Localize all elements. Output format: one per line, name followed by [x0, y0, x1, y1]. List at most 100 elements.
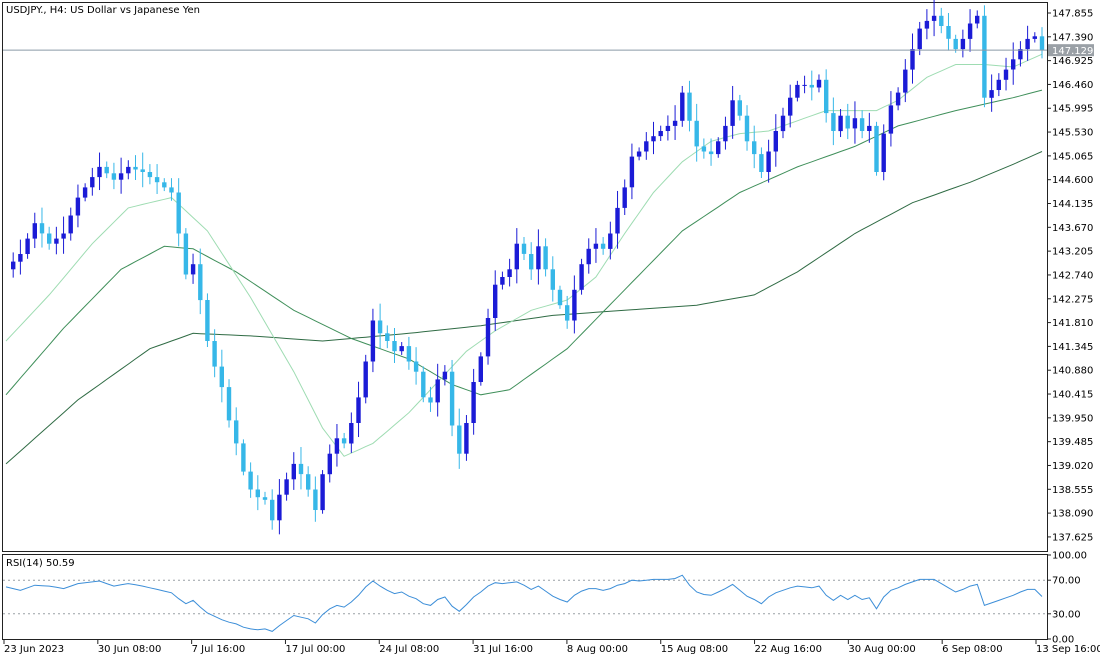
- chart-title: USDJPY., H4: US Dollar vs Japanese Yen: [6, 5, 200, 16]
- bull-candle-body: [363, 361, 368, 398]
- price-tick-label: 138.090: [1052, 509, 1093, 520]
- bull-candle-body: [82, 187, 88, 198]
- bear-candle-body: [845, 115, 850, 129]
- bear-candle-body: [133, 166, 138, 170]
- price-tick-label: 145.065: [1052, 151, 1093, 162]
- bull-candle-body: [723, 125, 728, 142]
- bear-candle-body: [262, 497, 268, 500]
- price-tick-label: 137.625: [1052, 532, 1093, 543]
- bull-candle-body: [917, 28, 922, 50]
- bull-candle-body: [989, 90, 994, 98]
- time-tick-label: 23 Jun 2023: [4, 644, 64, 655]
- bull-candle-body: [190, 264, 196, 275]
- current-price-badge: [1048, 44, 1094, 57]
- bull-candle-body: [975, 15, 980, 24]
- bull-candle-body: [485, 318, 491, 357]
- bear-candle-body: [565, 305, 570, 321]
- bear-candle-body: [234, 420, 239, 444]
- price-tick-label: 146.460: [1052, 80, 1093, 91]
- bear-candle-body: [104, 166, 109, 174]
- bear-candle-body: [600, 243, 606, 249]
- bear-candle-body: [982, 15, 987, 98]
- bull-candle-body: [464, 423, 469, 454]
- bear-candle-body: [859, 118, 865, 131]
- bear-candle-body: [824, 79, 829, 114]
- price-tick-label: 145.995: [1052, 104, 1093, 115]
- bull-candle-body: [61, 233, 66, 239]
- price-tick-label: 140.415: [1052, 390, 1093, 401]
- price-tick-label: 147.390: [1052, 32, 1093, 43]
- rsi-tick-label: 0.00: [1052, 635, 1074, 646]
- bull-candle-body: [514, 243, 519, 270]
- bear-candle-body: [270, 499, 275, 521]
- bull-candle-body: [586, 248, 591, 265]
- bull-candle-body: [651, 136, 656, 142]
- bear-candle-body: [39, 223, 45, 234]
- bear-candle-body: [255, 489, 260, 498]
- bull-candle-body: [924, 20, 930, 29]
- bull-candle-body: [802, 84, 807, 86]
- price-axis: 147.855 147.390 146.925 146.460 145.995 145.5…: [1047, 8, 1093, 543]
- bull-candle-body: [895, 92, 901, 106]
- bull-candle-body: [816, 79, 822, 88]
- bear-candle-body: [205, 300, 210, 341]
- bear-candle-body: [694, 120, 699, 147]
- rsi-line: [5, 574, 1043, 632]
- bull-candle-body: [665, 125, 671, 131]
- bear-candle-body: [154, 177, 160, 183]
- bear-candle-body: [557, 289, 563, 306]
- bull-candle-body: [11, 261, 16, 270]
- bull-candle-body: [1003, 69, 1009, 80]
- bear-candle-body: [708, 151, 714, 155]
- bull-candle-body: [960, 38, 966, 50]
- bull-candle-body: [838, 115, 843, 132]
- bear-candle-body: [140, 169, 145, 172]
- price-tick-label: 141.810: [1052, 318, 1093, 329]
- bull-candle-body: [1011, 59, 1016, 70]
- bull-candle-body: [680, 92, 685, 121]
- rsi-line-group: [5, 574, 1043, 632]
- bear-candle-body: [183, 233, 189, 275]
- bull-candle-body: [1025, 38, 1030, 50]
- rsi-tick-label: 100.00: [1052, 551, 1087, 562]
- price-tick-label: 139.485: [1052, 437, 1093, 448]
- bull-candle-body: [471, 382, 476, 423]
- price-tick-label: 147.855: [1052, 8, 1093, 19]
- bull-candle-body: [478, 356, 483, 382]
- price-tick-label: 140.880: [1052, 366, 1093, 377]
- time-tick-label: 15 Aug 08:00: [661, 644, 728, 655]
- price-tick-label: 144.135: [1052, 199, 1093, 210]
- bull-candle-body: [608, 233, 613, 249]
- bear-candle-body: [298, 463, 304, 475]
- bear-candle-body: [313, 489, 318, 510]
- time-tick-label: 7 Jul 16:00: [192, 644, 246, 655]
- time-tick-label: 6 Sep 08:00: [942, 644, 1002, 655]
- rsi-tick-label: 30.00: [1052, 609, 1081, 620]
- price-tick-label: 141.345: [1052, 342, 1093, 353]
- rsi-level-lines: [3, 579, 1047, 615]
- bull-candle-body: [118, 173, 124, 180]
- bull-candle-body: [773, 131, 778, 152]
- price-tick-label: 146.925: [1052, 56, 1093, 67]
- bear-candle-body: [759, 154, 764, 172]
- bear-candle-body: [241, 443, 246, 472]
- price-tick-label: 139.020: [1052, 461, 1093, 472]
- bear-candle-body: [147, 172, 153, 178]
- bull-candle-body: [435, 379, 440, 403]
- bull-candle-body: [795, 84, 800, 98]
- bear-candle-body: [169, 187, 174, 193]
- price-tick-label: 142.275: [1052, 294, 1093, 305]
- time-tick-label: 13 Sep 16:00: [1036, 644, 1100, 655]
- bull-candle-body: [507, 269, 512, 277]
- price-tick-label: 144.600: [1052, 175, 1093, 186]
- bear-candle-body: [953, 38, 958, 50]
- bear-candle-body: [701, 146, 707, 152]
- time-axis: 23 Jun 2023 30 Jun 08:00 7 Jul 16:00 17 Jul…: [3, 640, 1100, 655]
- bear-candle-body: [406, 346, 412, 362]
- bear-candle-body: [752, 141, 757, 155]
- time-tick-label: 17 Jul 00:00: [285, 644, 345, 655]
- rsi-plot-frame: [2, 554, 1048, 640]
- bull-candle-body: [327, 453, 332, 475]
